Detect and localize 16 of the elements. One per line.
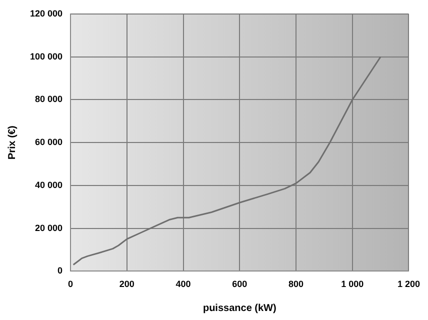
x-tick-label: 0	[68, 279, 74, 290]
x-tick-label: 600	[232, 279, 248, 290]
x-tick-label: 400	[176, 279, 191, 290]
y-tick-label: 0	[58, 266, 63, 276]
x-tick-label: 800	[288, 279, 304, 290]
y-tick-label: 40 000	[35, 180, 63, 190]
y-tick-label: 60 000	[35, 137, 63, 148]
x-tick-label: 1 200	[397, 279, 420, 290]
y-tick-label: 120 000	[30, 8, 63, 18]
y-tick-label: 80 000	[35, 94, 63, 104]
x-axis-title: puissance (kW)	[202, 302, 276, 314]
y-tick-label: 20 000	[35, 222, 63, 233]
y-tick-label: 100 000	[30, 51, 63, 62]
x-tick-label: 1 000	[341, 279, 364, 290]
y-axis-title: Prix (€)	[6, 126, 18, 160]
x-tick-label: 200	[119, 279, 134, 290]
